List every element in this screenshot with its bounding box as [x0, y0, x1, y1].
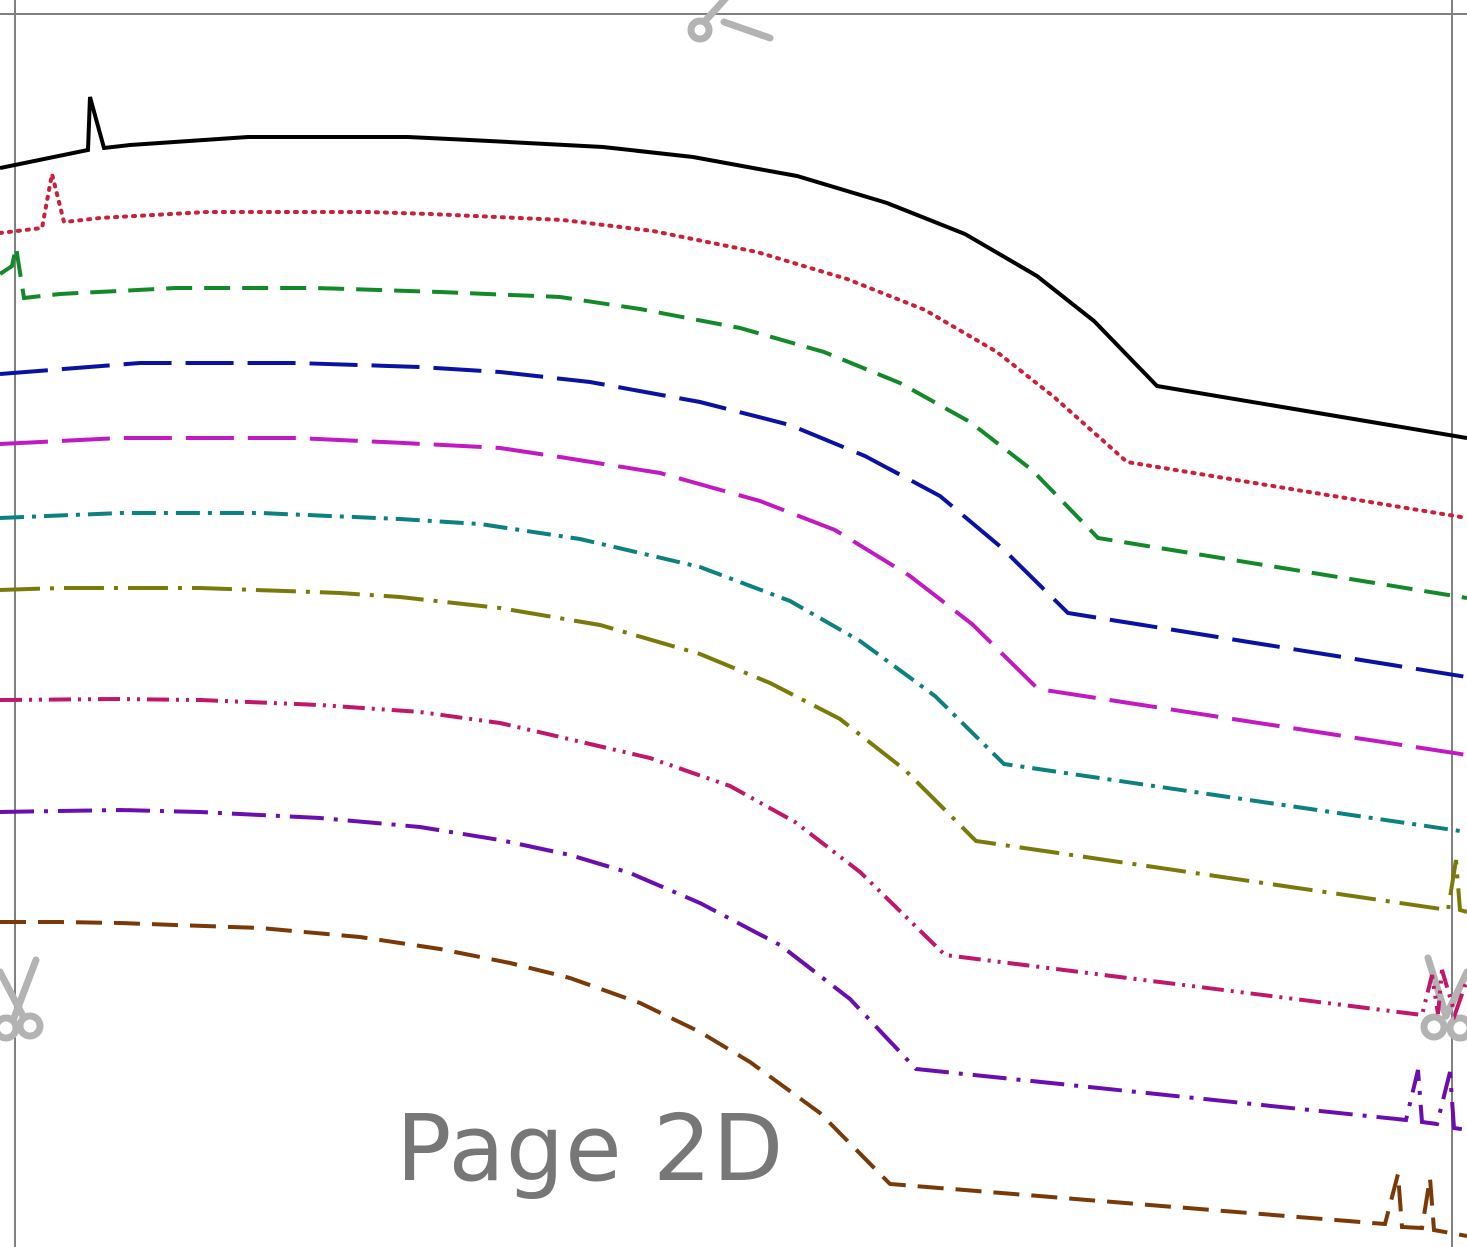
curve-group — [0, 96, 1467, 1238]
curve-line-10 — [0, 920, 1467, 1238]
curve-line-5 — [0, 436, 1467, 757]
scissors-icon-top — [687, 0, 774, 43]
scissors-icon-right — [1420, 954, 1467, 1042]
curve-line-3 — [0, 246, 1467, 600]
curve-line-6 — [0, 511, 1467, 834]
curve-line-8 — [0, 696, 1467, 1021]
curve-line-4 — [0, 361, 1467, 679]
curve-line-1 — [0, 96, 1467, 440]
scissors-icon-left — [0, 956, 44, 1042]
page-label: Page 2D — [396, 1095, 784, 1202]
curve-line-9 — [0, 807, 1467, 1132]
curve-line-7 — [0, 586, 1467, 914]
curve-line-2 — [0, 173, 1467, 520]
